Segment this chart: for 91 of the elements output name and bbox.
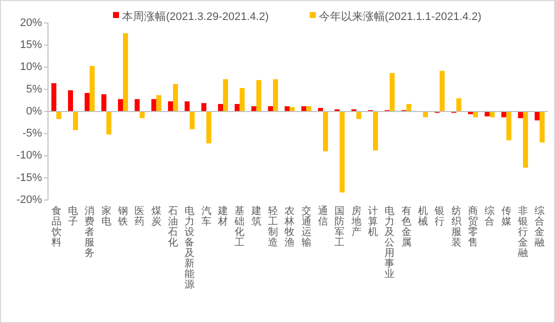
bar [301, 106, 306, 112]
y-tick-label: -10% [16, 150, 42, 162]
bar [151, 99, 156, 112]
legend-label: 本周涨幅(2021.3.29-2021.4.2) [122, 10, 269, 23]
bar [168, 101, 173, 112]
bar [501, 112, 506, 118]
x-tick-label: 有色金属 [401, 205, 412, 248]
x-tick-label: 非银行金融 [517, 205, 528, 259]
bar [323, 112, 328, 152]
x-tick-label: 国防军工 [334, 206, 345, 248]
bar [156, 95, 162, 112]
x-tick-label: 医药 [134, 206, 145, 228]
y-tick-label: 5% [26, 83, 42, 96]
x-tick-label: 银行 [434, 206, 445, 228]
x-tick-label: 基础化工 [234, 205, 245, 248]
bar [106, 112, 112, 135]
bar [123, 33, 128, 112]
legend-label: 今年以来涨幅(2021.1.1-2021.4.2) [318, 10, 482, 23]
bar [406, 104, 412, 112]
bar [84, 92, 90, 112]
x-tick-label: 轻工制造 [268, 205, 278, 248]
bar [373, 112, 378, 150]
bar [256, 80, 262, 112]
bar [268, 106, 273, 112]
x-tick-label: 纺织服装 [451, 205, 462, 248]
y-tick-label: 0% [26, 105, 42, 118]
bar [523, 112, 528, 168]
bar [90, 66, 95, 112]
bar [140, 112, 145, 118]
x-tick-label: 消费者服务 [84, 205, 95, 259]
x-tick-label: 房地产 [350, 205, 362, 238]
bar [423, 112, 428, 118]
bar [190, 112, 195, 130]
x-tick-label: 建材 [217, 205, 228, 228]
x-tick-label: 综合 [484, 205, 495, 228]
y-tick-label: 20% [20, 16, 42, 29]
bar [118, 99, 123, 112]
y-tick-label: -20% [16, 194, 42, 206]
bar [456, 98, 462, 112]
bar [473, 112, 478, 118]
x-tick-label: 传媒 [501, 206, 512, 228]
bar [201, 103, 206, 112]
bar [340, 112, 345, 192]
bar [206, 112, 212, 144]
x-tick-label: 通信 [318, 205, 328, 228]
bar [306, 106, 312, 112]
bar [51, 83, 56, 112]
bar [251, 106, 256, 112]
bar [273, 79, 278, 112]
x-tick-label: 计算机 [368, 205, 378, 238]
bar [484, 112, 490, 116]
bar [134, 99, 140, 112]
bar [290, 107, 295, 112]
x-tick-label: 电子 [68, 205, 78, 228]
y-tick-label: -15% [16, 172, 42, 184]
bar [390, 73, 395, 112]
bar [56, 112, 62, 120]
x-tick-label: 机械 [418, 205, 428, 228]
y-tick-label: 10% [20, 61, 42, 74]
x-tick-label: 食品饮料 [50, 205, 62, 248]
x-tick-label: 商贸零售 [468, 205, 478, 248]
bar [101, 94, 106, 112]
bar [440, 70, 445, 112]
x-tick-label: 汽车 [201, 205, 212, 228]
bar [234, 104, 240, 112]
bar [223, 79, 228, 112]
x-tick-label: 建筑 [250, 205, 262, 228]
x-tick-label: 石油石化 [168, 206, 178, 248]
y-tick-label: 15% [20, 39, 42, 52]
bar [218, 104, 223, 112]
y-tick-label: -5% [22, 128, 42, 140]
bar [540, 112, 545, 142]
x-tick-label: 交通运输 [301, 205, 312, 248]
bar [534, 112, 540, 120]
x-tick-label: 钢铁 [117, 206, 128, 228]
bar [356, 112, 362, 120]
x-tick-label: 农林牧渔 [284, 206, 295, 248]
bar [68, 90, 73, 112]
x-tick-label: 煤炭 [151, 205, 162, 228]
bar [184, 101, 190, 112]
bar [506, 112, 512, 140]
bar [240, 88, 245, 112]
bar [490, 112, 495, 118]
x-tick-label: 电力设备及新能源 [184, 205, 195, 290]
bar [518, 112, 523, 118]
bar [73, 112, 78, 130]
x-tick-label: 综合金融 [534, 205, 545, 248]
bar [173, 84, 178, 112]
bar [284, 106, 290, 112]
x-tick-label: 电力及公用事业 [384, 205, 395, 280]
x-tick-label: 家电 [101, 205, 112, 228]
